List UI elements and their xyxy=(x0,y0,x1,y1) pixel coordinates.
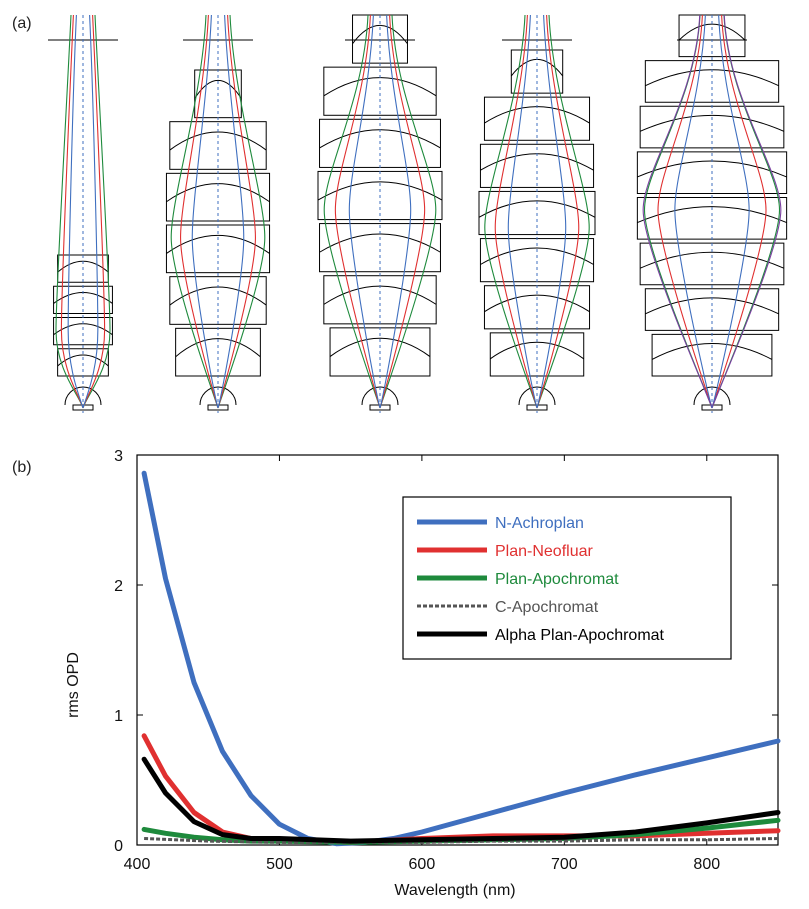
ray-trace xyxy=(711,14,767,409)
x-tick-label: 800 xyxy=(693,856,720,873)
y-axis-label: rms OPD xyxy=(65,652,82,718)
y-tick-label: 3 xyxy=(114,448,123,465)
objective-4 xyxy=(478,14,596,413)
ray-trace xyxy=(711,14,750,409)
ray-trace xyxy=(82,14,99,409)
y-tick-label: 1 xyxy=(114,708,123,725)
lens-surface xyxy=(651,343,773,360)
lens-surface xyxy=(317,181,443,201)
x-axis-label: Wavelength (nm) xyxy=(394,882,515,899)
ray-trace xyxy=(642,14,713,409)
ray-trace xyxy=(217,14,266,409)
chart-axes: 400 500 600 700 800 0 1 2 3 xyxy=(114,448,779,873)
objective-schematics: (a) xyxy=(12,14,788,413)
ray-trace xyxy=(334,14,381,409)
objective-1 xyxy=(48,14,118,413)
ray-trace xyxy=(180,14,219,409)
ray-trace xyxy=(191,14,219,409)
objective-group xyxy=(48,14,788,413)
lens-surface xyxy=(639,251,785,269)
lens-element xyxy=(483,96,591,141)
chart-series xyxy=(141,470,781,847)
x-tick-label: 400 xyxy=(124,856,151,873)
lens-surface xyxy=(166,183,270,203)
lens-element xyxy=(644,60,780,103)
lens-element xyxy=(169,121,267,170)
ray-trace xyxy=(484,14,538,409)
lens-surface xyxy=(329,337,431,357)
y-tick-label: 2 xyxy=(114,578,123,595)
lens-element xyxy=(319,223,441,273)
ray-trace xyxy=(657,14,713,409)
lens-surface xyxy=(678,23,746,41)
lens-surface xyxy=(637,160,787,178)
lens-surface xyxy=(639,114,785,132)
legend-label-5: Alpha Plan-Apochromat xyxy=(495,627,665,644)
lens-element xyxy=(169,276,267,325)
ray-trace xyxy=(67,14,84,409)
ray-trace xyxy=(82,14,111,409)
lens-surface xyxy=(323,285,437,305)
ray-trace xyxy=(379,14,437,409)
ray-trace xyxy=(507,14,538,409)
ray-trace xyxy=(82,14,106,409)
ray-trace xyxy=(217,14,256,409)
ray-trace xyxy=(217,14,245,409)
objective-5 xyxy=(636,14,788,413)
ray-trace xyxy=(494,14,538,409)
ray-trace xyxy=(60,14,84,409)
lens-surface xyxy=(637,206,787,224)
ray-trace xyxy=(711,14,782,409)
x-tick-label: 500 xyxy=(266,856,293,873)
ray-trace xyxy=(379,14,426,409)
x-tick-label: 600 xyxy=(409,856,436,873)
lens-element xyxy=(644,288,780,331)
lens-surface xyxy=(489,341,585,360)
panel-label-a: (a) xyxy=(12,15,32,32)
lens-surface xyxy=(319,129,441,149)
lens-surface xyxy=(480,247,594,265)
objective-3 xyxy=(317,14,443,413)
ray-trace xyxy=(55,14,84,409)
ray-trace xyxy=(536,14,567,409)
ray-trace xyxy=(536,14,590,409)
lens-element xyxy=(636,151,788,194)
ray-trace xyxy=(323,14,381,409)
lens-surface xyxy=(175,338,261,358)
ray-trace xyxy=(170,14,219,409)
series-line-4 xyxy=(144,837,779,844)
lens-surface xyxy=(484,294,590,313)
series-line-5 xyxy=(141,756,781,844)
x-tick-label: 700 xyxy=(551,856,578,873)
ray-trace xyxy=(674,14,713,409)
lens-surface xyxy=(169,131,267,151)
lens-surface xyxy=(352,25,408,44)
lens-surface xyxy=(478,200,596,218)
legend-label-1: N-Achroplan xyxy=(495,515,584,532)
lens-surface xyxy=(166,234,270,254)
panel-label-b: (b) xyxy=(12,459,32,476)
lens-element xyxy=(323,66,437,116)
opd-chart: (b) 400 500 600 700 800 0 1 2 3 N-Achroplan Plan-… xyxy=(12,448,781,899)
legend-label-2: Plan-Neofluar xyxy=(495,543,594,560)
y-tick-label: 0 xyxy=(114,838,123,855)
objective-2 xyxy=(165,14,271,413)
ray-trace xyxy=(536,14,580,409)
lens-surface xyxy=(194,80,242,99)
ray-trace xyxy=(379,14,412,409)
legend-label-3: Plan-Apochromat xyxy=(495,571,619,588)
chart-legend: N-Achroplan Plan-Neofluar Plan-Apochromat C… xyxy=(402,496,732,660)
lens-surface xyxy=(484,106,590,124)
lens-element xyxy=(479,143,595,188)
ray-trace xyxy=(348,14,381,409)
plot-frame xyxy=(136,454,779,846)
legend-label-4: C-Apochromat xyxy=(495,599,599,616)
